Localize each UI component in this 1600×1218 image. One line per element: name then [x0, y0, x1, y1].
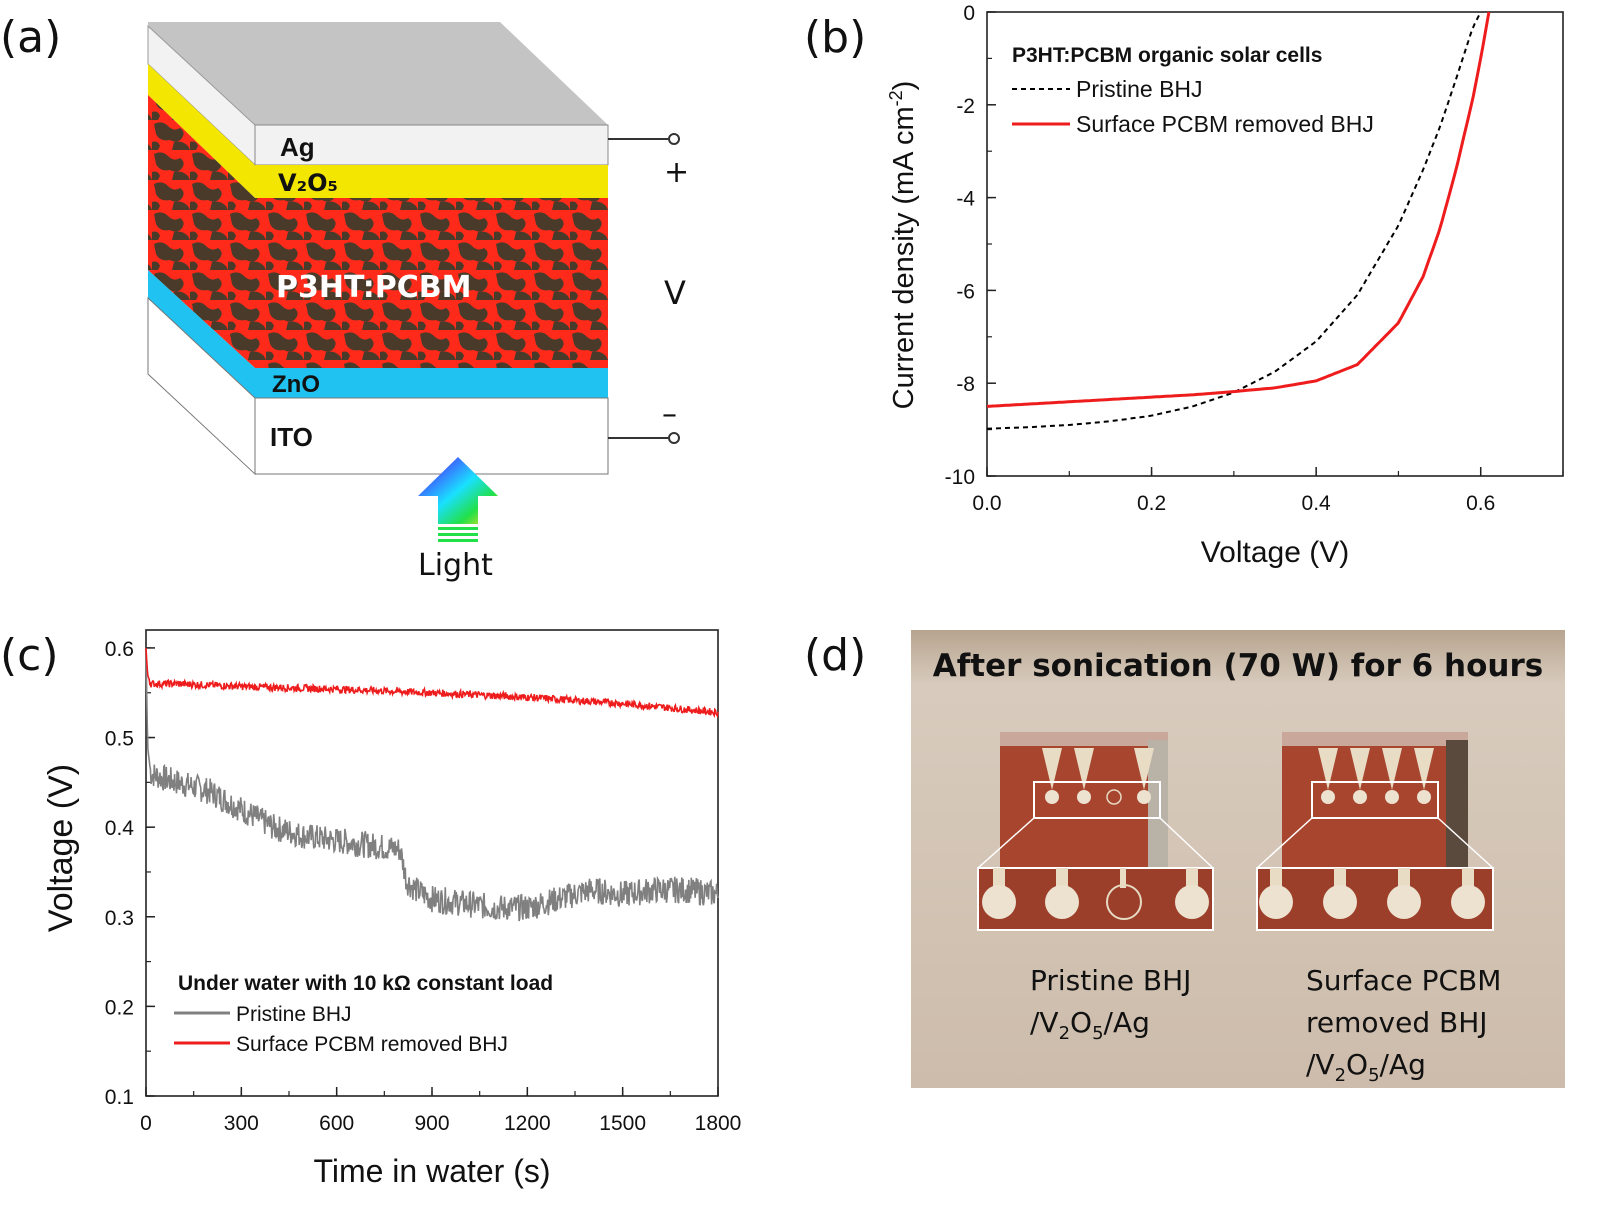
series-line-pristine-c — [145, 647, 719, 922]
caption-left-2sub2: 5 — [1092, 1023, 1103, 1044]
x-tick-label: 0.0 — [972, 492, 1001, 515]
layer-label-active: P3HT:PCBM — [276, 270, 472, 305]
panel-a-label: (a) — [0, 12, 61, 63]
active-front-face — [255, 198, 608, 368]
panel-c-ylabel: Voltage (V) — [42, 764, 80, 932]
light-arrow-icon — [418, 457, 498, 542]
device-left-photo — [977, 732, 1214, 931]
caption-left-2sub: 2 — [1059, 1023, 1070, 1044]
panel-b-label: (b) — [804, 12, 866, 63]
x-tick-label: 0 — [140, 1112, 152, 1135]
legend-label-pristine-c: Pristine BHJ — [236, 1003, 352, 1026]
caption-left-line2: /V2O5/Ag — [1030, 1006, 1150, 1044]
x-tick-label: 600 — [319, 1112, 354, 1135]
panel-b-xlabel: Voltage (V) — [1201, 536, 1349, 569]
ylabel-main: Current density (mA cm — [888, 106, 920, 409]
y-tick-label: -6 — [956, 280, 975, 303]
panel-c-axes: 0 300 600 900 1200 1500 1800 0.1 0.2 0.3 0.4 0.5 0.6 — [105, 638, 742, 1135]
caption-right-3b: O — [1346, 1048, 1368, 1081]
series-line-removed-c — [145, 647, 719, 719]
y-tick-label: 0.3 — [105, 907, 134, 930]
ito-front-face — [254, 397, 609, 475]
caption-left-line1: Pristine BHJ — [1030, 964, 1191, 997]
panel-c: (c) 0 300 600 900 1200 1500 1800 0.1 0.2 0.3 0.4 0.… — [0, 629, 742, 1189]
caption-right-line3: /V2O5/Ag — [1306, 1048, 1426, 1086]
caption-right-3c: /Ag — [1380, 1048, 1426, 1081]
x-tick-label: 0.4 — [1302, 492, 1332, 515]
caption-right-line1: Surface PCBM — [1306, 964, 1501, 997]
panel-c-plot-frame — [145, 629, 719, 1097]
y-tick-label: 0.2 — [105, 996, 134, 1019]
x-tick-label: 900 — [414, 1112, 449, 1135]
panel-c-legend-title: Under water with 10 kΩ constant load — [178, 972, 553, 995]
y-tick-label: 0.4 — [105, 817, 135, 840]
series-line-pristine — [986, 11, 1482, 430]
ylabel-sup: -2 — [886, 90, 906, 106]
panel-b-legend-title: P3HT:PCBM organic solar cells — [1012, 44, 1322, 67]
light-label: Light — [418, 548, 493, 583]
x-tick-label: 0.6 — [1466, 492, 1495, 515]
zoom-inset-left — [977, 867, 1214, 931]
y-tick-label: -2 — [956, 95, 975, 118]
caption-left-2b: O — [1070, 1006, 1092, 1039]
layer-label-zno: ZnO — [272, 371, 320, 398]
v2o5-side-face — [148, 64, 255, 198]
ylabel-end: ) — [888, 81, 920, 91]
y-tick-label: 0.1 — [105, 1086, 134, 1109]
photo-title: After sonication (70 W) for 6 hours — [933, 648, 1543, 684]
legend-label-removed: Surface PCBM removed BHJ — [1076, 111, 1374, 137]
layer-label-ag: Ag — [280, 132, 315, 162]
panel-b-ylabel: Current density (mA cm-2) — [886, 81, 920, 410]
minus-sign: – — [662, 397, 677, 432]
v2o5-front-face — [255, 165, 608, 198]
panel-c-xlabel: Time in water (s) — [313, 1153, 550, 1189]
caption-right-3a: /V — [1306, 1048, 1335, 1081]
ag-front-face — [254, 124, 609, 166]
panel-c-label: (c) — [0, 630, 59, 681]
plus-sign: + — [664, 155, 689, 190]
caption-right-3sub2: 5 — [1368, 1065, 1379, 1086]
panel-d-label: (d) — [804, 630, 866, 681]
top-electrode-terminal — [668, 133, 680, 145]
zno-front-face — [255, 368, 608, 398]
x-tick-label: 1800 — [695, 1112, 742, 1135]
bottom-electrode-terminal — [668, 432, 680, 444]
y-tick-label: -8 — [956, 373, 975, 396]
x-tick-label: 300 — [224, 1112, 259, 1135]
active-side-face — [148, 95, 255, 368]
caption-left-2a: /V — [1030, 1006, 1059, 1039]
panel-a: (a) Ag V₂O₅ P3HT:PCBM ZnO ITO + V – — [0, 12, 689, 583]
panel-d: (d) After sonication (70 W) for 6 hours — [804, 630, 1565, 1088]
panel-b-axes: 0.0 0.2 0.4 0.6 0 -2 -4 -6 -8 -10 — [945, 2, 1564, 515]
y-tick-label: -4 — [956, 188, 975, 211]
caption-right-line2: removed BHJ — [1306, 1006, 1488, 1039]
y-tick-label: -10 — [945, 466, 975, 489]
layer-label-v2o5: V₂O₅ — [278, 169, 338, 197]
device-right-photo — [1256, 732, 1494, 931]
ag-top-face — [148, 22, 608, 125]
zno-side-face — [148, 270, 255, 398]
y-tick-label: 0 — [963, 2, 975, 25]
x-tick-label: 0.2 — [1137, 492, 1166, 515]
y-tick-label: 0.5 — [105, 728, 134, 751]
series-line-removed — [986, 11, 1491, 408]
panel-b-series — [986, 11, 1491, 430]
y-tick-label: 0.6 — [105, 638, 134, 661]
layer-label-ito: ITO — [270, 422, 313, 452]
caption-left-2c: /Ag — [1104, 1006, 1150, 1039]
x-tick-label: 1500 — [599, 1112, 646, 1135]
legend-label-removed-c: Surface PCBM removed BHJ — [236, 1033, 508, 1056]
caption-right-3sub: 2 — [1335, 1065, 1346, 1086]
panel-b: (b) 0.0 0.2 0.4 0.6 0 -2 -4 -6 -8 -10 P3HT:PCBM o… — [804, 2, 1564, 569]
legend-label-pristine: Pristine BHJ — [1076, 76, 1203, 102]
x-tick-label: 1200 — [504, 1112, 551, 1135]
panel-c-series — [145, 647, 719, 922]
voltage-symbol: V — [664, 274, 686, 312]
